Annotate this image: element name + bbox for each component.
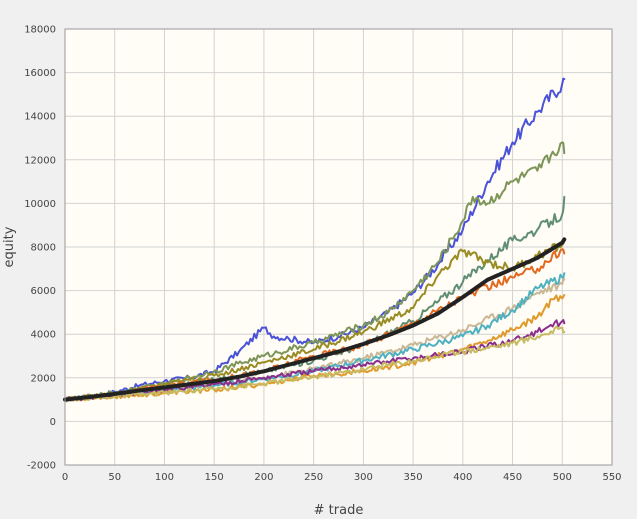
y-axis-ticks: -2000 0 2000 4000 6000 8000 10000 12000 14000 160… [24, 25, 56, 472]
y-tick-label: 10000 [24, 199, 56, 210]
series-line [64, 325, 566, 402]
x-tick-label: 0 [62, 472, 68, 483]
y-tick-label: -2000 [27, 461, 56, 472]
y-tick-label: 14000 [24, 112, 56, 123]
series-lines [63, 77, 567, 403]
y-tick-label: 16000 [24, 68, 56, 79]
x-tick-label: 450 [503, 472, 522, 483]
x-tick-label: 200 [254, 472, 273, 483]
y-tick-label: 0 [50, 417, 56, 428]
x-tick-label: 250 [304, 472, 323, 483]
series-line [63, 237, 567, 402]
x-tick-label: 550 [602, 472, 621, 483]
y-tick-label: 2000 [31, 373, 56, 384]
plot-frame [64, 28, 613, 466]
y-tick-label: 6000 [31, 286, 56, 297]
x-tick-label: 150 [205, 472, 224, 483]
x-tick-label: 350 [404, 472, 423, 483]
x-axis-title: # trade [314, 503, 364, 518]
x-tick-label: 300 [354, 472, 373, 483]
y-tick-label: 18000 [24, 25, 56, 36]
y-tick-label: 12000 [24, 155, 56, 166]
y-tick-label: 4000 [31, 330, 56, 341]
y-tick-label: 8000 [31, 243, 56, 254]
x-tick-label: 100 [155, 472, 174, 483]
x-tick-label: 50 [108, 472, 121, 483]
y-axis-title: equity [2, 226, 17, 267]
x-tick-label: 500 [553, 472, 572, 483]
x-axis-ticks: 0 50 100 150 200 250 300 350 400 450 500 550 [62, 472, 622, 483]
x-tick-label: 400 [453, 472, 472, 483]
series-line [64, 141, 566, 402]
